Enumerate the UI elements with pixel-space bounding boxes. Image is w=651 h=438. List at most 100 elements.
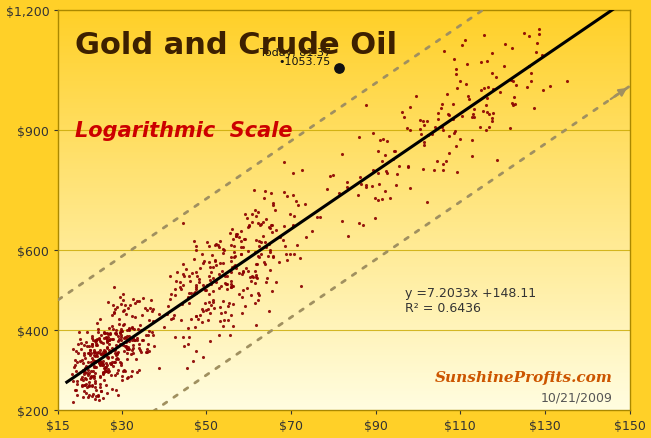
Point: [142, 346, 152, 353]
Point: [231, 230, 242, 237]
Point: [99, 334, 109, 341]
Point: [389, 148, 400, 155]
Point: [74, 328, 84, 335]
Point: [70, 386, 81, 393]
Point: [415, 117, 425, 124]
Point: [103, 368, 113, 375]
Point: [231, 233, 242, 240]
Point: [94, 397, 104, 404]
Point: [227, 226, 237, 233]
Point: [187, 270, 197, 277]
Point: [83, 358, 93, 365]
Point: [68, 398, 79, 405]
Point: [119, 320, 130, 327]
Point: [84, 343, 94, 350]
Point: [266, 222, 277, 229]
Point: [238, 269, 248, 276]
Point: [183, 293, 193, 300]
Point: [94, 381, 105, 388]
Point: [262, 275, 273, 282]
Point: [98, 349, 108, 356]
Point: [179, 343, 189, 350]
Point: [355, 180, 366, 187]
Point: [191, 243, 202, 250]
Point: [226, 269, 236, 276]
Point: [254, 237, 264, 244]
Point: [237, 271, 247, 278]
Point: [391, 171, 402, 178]
Point: [91, 386, 102, 393]
Point: [91, 339, 102, 346]
Point: [217, 298, 228, 305]
Point: [77, 357, 88, 364]
Point: [258, 258, 269, 265]
Point: [79, 355, 90, 362]
Point: [111, 330, 121, 337]
Point: [154, 311, 164, 318]
Point: [79, 365, 90, 372]
Point: [80, 382, 90, 389]
Point: [137, 337, 147, 344]
Point: [87, 340, 98, 347]
Point: [438, 49, 449, 56]
Point: [111, 352, 122, 359]
Point: [437, 167, 448, 174]
Point: [475, 87, 486, 94]
Point: [251, 274, 261, 281]
Point: [254, 292, 264, 299]
Point: [107, 363, 118, 370]
Point: [242, 223, 253, 230]
Point: [117, 328, 127, 335]
Point: [432, 158, 442, 165]
Point: [236, 244, 246, 251]
Point: [111, 327, 121, 334]
Point: [90, 351, 101, 358]
Point: [111, 342, 122, 349]
Point: [109, 358, 119, 365]
Point: [184, 290, 194, 297]
Point: [77, 383, 87, 390]
Point: [120, 334, 130, 341]
Point: [126, 313, 137, 320]
Point: [124, 326, 134, 333]
Point: [87, 343, 98, 350]
Point: [226, 242, 236, 249]
Point: [122, 355, 132, 362]
Point: [254, 244, 264, 251]
Point: [264, 267, 275, 274]
Point: [121, 343, 132, 350]
Point: [113, 337, 123, 344]
Point: [225, 230, 235, 237]
Point: [67, 371, 77, 378]
Point: [99, 330, 109, 337]
Point: [215, 283, 226, 290]
Point: [415, 127, 425, 134]
Point: [124, 302, 135, 309]
Point: [203, 316, 214, 323]
Point: [96, 351, 107, 358]
Point: [154, 364, 164, 371]
Point: [107, 323, 118, 330]
Point: [488, 110, 499, 117]
Point: [190, 289, 201, 296]
Point: [238, 287, 248, 294]
Point: [507, 100, 518, 107]
Point: [72, 381, 82, 388]
Point: [94, 335, 104, 342]
Point: [243, 223, 254, 230]
Point: [229, 249, 239, 256]
Point: [99, 350, 109, 357]
Point: [182, 325, 193, 332]
Point: [227, 265, 237, 272]
Point: [214, 244, 224, 251]
Point: [85, 350, 96, 357]
Point: [179, 273, 189, 280]
Point: [84, 382, 94, 389]
Point: [133, 341, 144, 348]
Point: [92, 349, 103, 356]
Point: [178, 271, 189, 278]
Point: [99, 365, 109, 372]
Point: [115, 362, 126, 369]
Point: [238, 244, 248, 251]
Point: [529, 105, 540, 112]
